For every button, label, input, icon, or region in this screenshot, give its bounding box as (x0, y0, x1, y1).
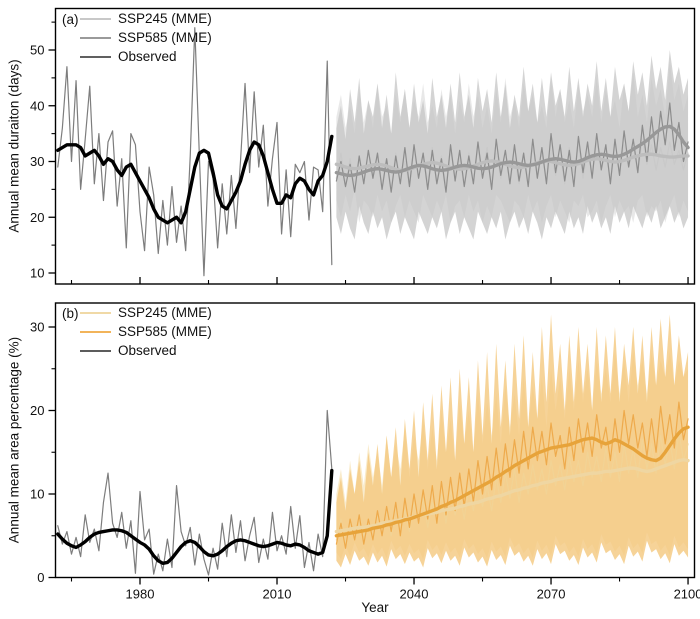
observed-smoothed-line (56, 134, 334, 225)
y-tick-label: 10 (30, 266, 44, 281)
x-axis-title: Year (361, 600, 389, 615)
x-tick-label: 2010 (263, 587, 292, 602)
ssp585-smoothed-line (334, 124, 690, 178)
observed-annual-line (57, 409, 333, 576)
observed-line-swatch (80, 55, 111, 59)
panel-a-series (56, 27, 690, 277)
panel-b-letter: (b) (62, 306, 79, 321)
legend-label: SSP245 (MME) (118, 305, 212, 320)
panel-b-legend: SSP245 (MME) SSP585 (MME) Observed (80, 306, 212, 358)
legend-item-ssp245: SSP245 (MME) (80, 12, 212, 26)
panel-a-y-axis-title: Annual mean duraiton (days) (6, 59, 22, 233)
legend-label: SSP585 (MME) (118, 30, 212, 45)
legend-item-ssp245: SSP245 (MME) (80, 306, 212, 320)
legend-item-ssp585: SSP585 (MME) (80, 31, 212, 45)
ssp585-annual-line (335, 102, 689, 193)
legend-item-ssp585: SSP585 (MME) (80, 325, 212, 339)
panel-b-y-axis-title: Annual mean area percentage (%) (6, 336, 22, 544)
legend-item-observed: Observed (80, 344, 212, 358)
observed-smoothed-line (56, 468, 334, 566)
y-tick-label: 20 (30, 210, 44, 225)
plot-frame (54, 302, 696, 579)
ssp585-line-swatch (80, 330, 111, 334)
legend-label: Observed (118, 49, 177, 64)
y-tick-label: 30 (30, 320, 44, 335)
y-tick-label: 40 (30, 98, 44, 113)
panel-a-letter: (a) (62, 12, 79, 27)
ssp245-line-swatch (80, 17, 111, 21)
y-tick-label: 50 (30, 43, 44, 58)
ssp585-annual-line (335, 401, 689, 549)
panel-a-legend: SSP245 (MME) SSP585 (MME) Observed (80, 12, 212, 64)
x-tick-label: 1980 (126, 587, 155, 602)
x-tick-label: 2100 (674, 587, 700, 602)
ssp585-uncertainty-band (336, 50, 689, 240)
x-tick-label: 2040 (400, 587, 429, 602)
legend-label: SSP245 (MME) (118, 11, 212, 26)
ssp585-uncertainty-band (336, 314, 689, 568)
x-tick-label: 2070 (537, 587, 566, 602)
legend-item-observed: Observed (80, 50, 212, 64)
y-tick-label: 10 (30, 487, 44, 502)
ssp245-line-swatch (80, 311, 111, 315)
ssp245-smoothed-line (334, 152, 690, 173)
y-tick-label: 0 (37, 570, 44, 585)
y-tick-label: 20 (30, 403, 44, 418)
legend-label: Observed (118, 343, 177, 358)
panel-b-series (56, 314, 690, 576)
observed-annual-line (57, 27, 333, 277)
observed-line-swatch (80, 349, 111, 353)
ssp585-smoothed-line (334, 425, 690, 538)
y-tick-label: 30 (30, 154, 44, 169)
ssp585-line-swatch (80, 36, 111, 40)
plot-frame (54, 7, 696, 285)
legend-label: SSP585 (MME) (118, 324, 212, 339)
